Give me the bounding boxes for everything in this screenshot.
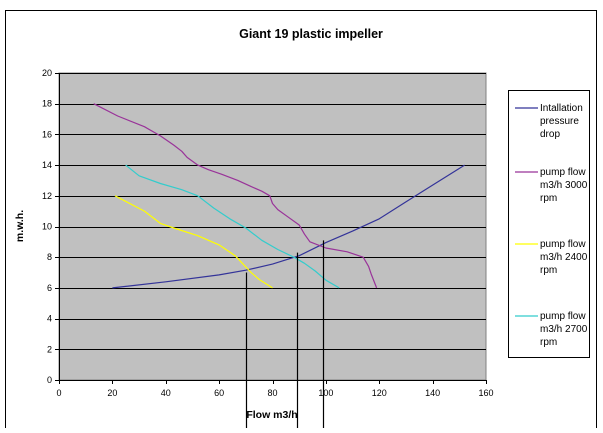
legend-box <box>508 90 590 358</box>
y-tick-label-6: 6 <box>47 283 52 293</box>
series-line-1 <box>112 164 465 289</box>
legend-label-3-line-1: pump flow <box>540 239 586 250</box>
reference-lines <box>245 240 325 428</box>
y-tick-label-16: 16 <box>42 129 52 139</box>
legend-label-2-line-3: rpm <box>540 193 557 204</box>
legend-label-4-line-2: m3/h 2700 <box>540 324 588 335</box>
y-tick-label-12: 12 <box>42 191 52 201</box>
y-tick-label-8: 8 <box>47 252 52 262</box>
legend-label-2-line-2: m3/h 3000 <box>540 180 588 191</box>
legend-label-1-line-2: pressure <box>540 116 579 127</box>
legend-label-3-line-3: rpm <box>540 265 557 276</box>
x-tick-label-100: 100 <box>318 388 333 398</box>
legend: Intallation pressure drop pump flow m3/h 300… <box>515 103 588 348</box>
series-lines <box>93 103 465 289</box>
legend-label-1-line-3: drop <box>540 129 560 140</box>
x-tick-label-80: 80 <box>267 388 277 398</box>
series-line-3 <box>114 195 273 289</box>
x-tick-label-20: 20 <box>107 388 117 398</box>
plot-area <box>58 72 487 381</box>
x-tick-label-140: 140 <box>425 388 440 398</box>
y-tick-label-0: 0 <box>47 375 52 385</box>
x-axis-label: Flow m3/h <box>246 409 297 421</box>
legend-label-2-line-1: pump flow <box>540 167 586 178</box>
axes: 0 2 4 6 8 10 12 14 16 18 20 0 20 40 60 80 100 120 140 160 <box>42 68 494 398</box>
legend-label-3-line-2: m3/h 2400 <box>540 252 588 263</box>
legend-label-4-line-1: pump flow <box>540 311 586 322</box>
x-tick-label-60: 60 <box>214 388 224 398</box>
y-tick-label-14: 14 <box>42 160 52 170</box>
x-tick-label-0: 0 <box>56 388 61 398</box>
series-line-2 <box>93 103 378 289</box>
y-tick-label-2: 2 <box>47 344 52 354</box>
x-tick-label-120: 120 <box>372 388 387 398</box>
y-tick-label-20: 20 <box>42 68 52 78</box>
legend-label-4-line-3: rpm <box>540 337 557 348</box>
x-tick-label-160: 160 <box>478 388 493 398</box>
y-tick-label-4: 4 <box>47 314 52 324</box>
y-axis-label: m.w.h. <box>14 210 26 242</box>
legend-label-1-line-1: Intallation <box>540 103 583 114</box>
chart-title: Giant 19 plastic impeller <box>239 27 383 41</box>
y-tick-label-10: 10 <box>42 222 52 232</box>
x-tick-label-40: 40 <box>161 388 171 398</box>
y-tick-label-18: 18 <box>42 99 52 109</box>
series-line-4 <box>125 164 340 289</box>
